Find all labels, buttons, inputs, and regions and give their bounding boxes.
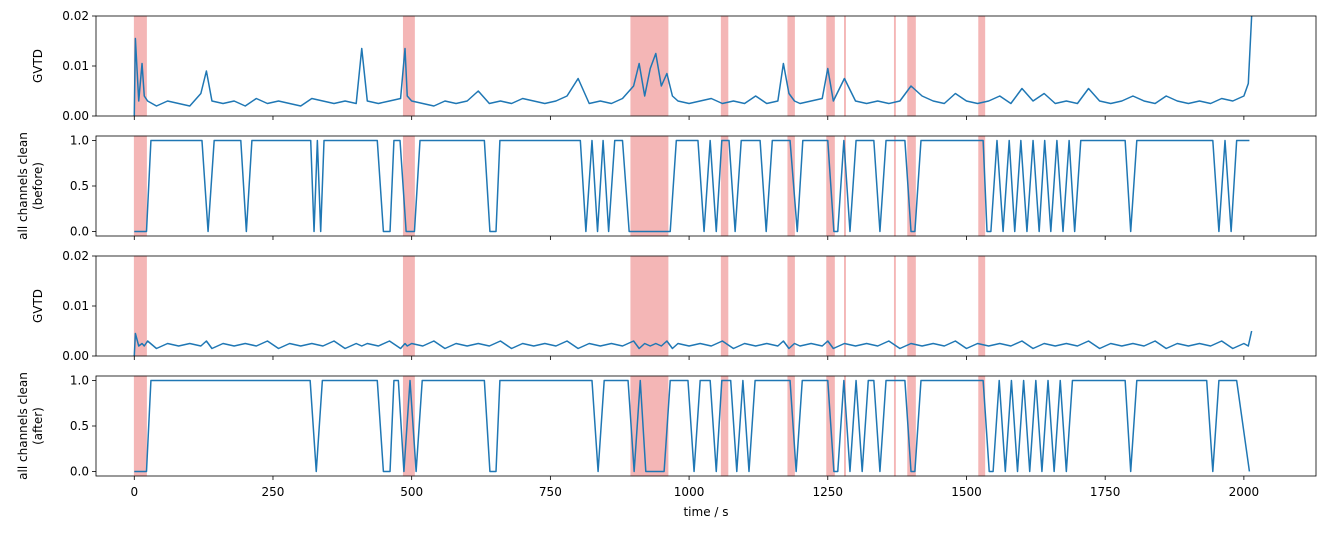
x-tick-label: 250 [262, 485, 285, 499]
y-tick-label: 0.5 [70, 419, 89, 433]
data-line [134, 379, 1251, 473]
highlight-span [787, 255, 795, 357]
x-tick-label: 0 [130, 485, 138, 499]
highlight-span [893, 15, 896, 117]
highlight-span [630, 135, 669, 237]
highlight-span [133, 255, 147, 357]
y-axis-label: GVTD [31, 49, 45, 83]
x-tick-label: 1000 [674, 485, 705, 499]
y-tick-label: 0.02 [62, 9, 89, 23]
x-axis-label: time / s [683, 505, 728, 519]
highlight-span [907, 255, 916, 357]
highlight-span [402, 255, 415, 357]
x-tick-label: 1750 [1090, 485, 1121, 499]
highlight-span [720, 375, 729, 477]
y-axis-label: all channels clean [16, 132, 30, 240]
y-axis-label: all channels clean [16, 372, 30, 480]
highlight-span [787, 15, 795, 117]
y-tick-label: 1.0 [70, 134, 89, 148]
y-tick-label: 1.0 [70, 374, 89, 388]
axes-frame [95, 255, 1317, 357]
highlight-span [630, 15, 669, 117]
y-tick-label: 0.0 [70, 464, 89, 478]
highlight-span [978, 15, 986, 117]
y-tick-label: 0.0 [70, 224, 89, 238]
y-tick-label: 0.00 [62, 109, 89, 123]
highlight-span [893, 255, 896, 357]
highlight-span [893, 135, 896, 237]
x-tick-label: 500 [400, 485, 423, 499]
y-tick-label: 0.01 [62, 299, 89, 313]
data-line [133, 15, 1253, 117]
highlight-span [893, 375, 896, 477]
data-line [133, 330, 1253, 357]
highlight-span [720, 135, 729, 237]
y-tick-label: 0.01 [62, 59, 89, 73]
x-tick-label: 1500 [951, 485, 982, 499]
highlight-span [978, 255, 986, 357]
highlight-span [907, 15, 916, 117]
y-tick-label: 0.02 [62, 249, 89, 263]
highlight-span [133, 135, 147, 237]
y-axis-label: (before) [31, 162, 45, 210]
y-tick-label: 0.5 [70, 179, 89, 193]
highlight-span [907, 135, 916, 237]
x-tick-label: 2000 [1229, 485, 1260, 499]
y-tick-label: 0.00 [62, 349, 89, 363]
data-line [134, 139, 1250, 233]
y-axis-label: (after) [31, 407, 45, 445]
highlight-span [630, 255, 669, 357]
highlight-span [844, 15, 846, 117]
highlight-span [907, 375, 916, 477]
y-axis-label: GVTD [31, 289, 45, 323]
highlight-span [133, 375, 147, 477]
x-tick-label: 1250 [813, 485, 844, 499]
highlight-span [630, 375, 669, 477]
x-tick-label: 750 [539, 485, 562, 499]
highlight-span [844, 255, 846, 357]
highlight-span [720, 15, 729, 117]
